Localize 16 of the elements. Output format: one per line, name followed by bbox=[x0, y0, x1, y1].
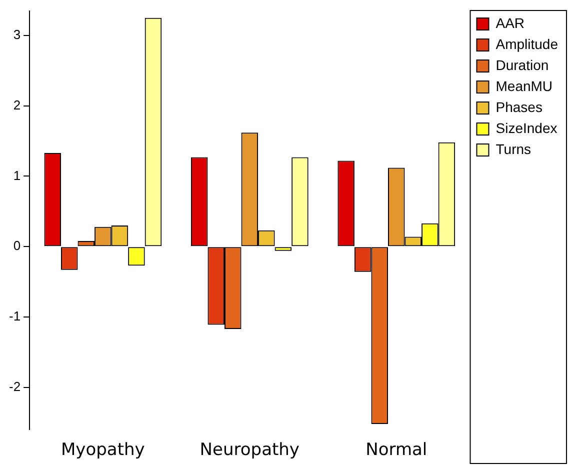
legend-label: Turns bbox=[496, 140, 532, 157]
y-tick-label: 0 bbox=[13, 238, 21, 254]
y-tick-label: 3 bbox=[13, 27, 21, 42]
legend-label: MeanMU bbox=[496, 78, 553, 94]
legend-label: Phases bbox=[496, 98, 542, 115]
y-tick-label: 2 bbox=[13, 97, 21, 112]
y-tick-label: -1 bbox=[8, 308, 21, 324]
y-tick-label: 1 bbox=[13, 168, 21, 183]
x-tick-label: Myopathy bbox=[61, 440, 145, 460]
y-tick-label: -2 bbox=[8, 378, 21, 394]
legend-label: Amplitude bbox=[496, 36, 558, 52]
legend-label: SizeIndex bbox=[496, 120, 558, 136]
legend-label: AAR bbox=[496, 14, 525, 31]
x-tick-label: Normal bbox=[366, 440, 428, 460]
x-tick-label: Neuropathy bbox=[200, 440, 300, 460]
legend-label: Duration bbox=[496, 56, 549, 73]
